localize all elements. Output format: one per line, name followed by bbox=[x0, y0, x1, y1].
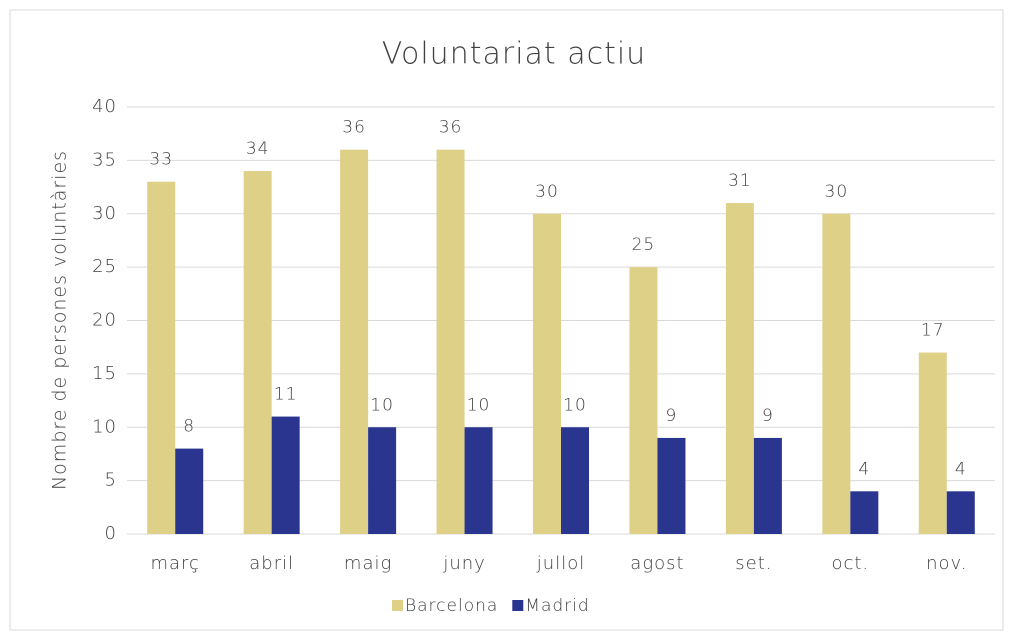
data-label: 10 bbox=[563, 395, 587, 415]
x-tick-label: set. bbox=[735, 553, 772, 574]
y-tick-label: 10 bbox=[92, 416, 117, 437]
bar bbox=[243, 171, 272, 535]
bar bbox=[918, 352, 947, 534]
x-tick-label: març bbox=[150, 553, 199, 574]
data-label: 30 bbox=[825, 182, 849, 202]
x-tick-label: maig bbox=[344, 553, 392, 574]
bar bbox=[561, 427, 589, 534]
data-label: 4 bbox=[858, 459, 870, 479]
x-tick-label: juny bbox=[442, 553, 485, 574]
x-tick-label: oct. bbox=[831, 553, 869, 574]
data-label: 8 bbox=[183, 417, 195, 437]
data-label: 9 bbox=[666, 406, 678, 426]
bar bbox=[822, 213, 851, 534]
bar bbox=[657, 437, 686, 534]
data-label: 9 bbox=[762, 406, 774, 426]
y-tick-label: 35 bbox=[92, 149, 117, 170]
bar bbox=[946, 491, 975, 534]
bar bbox=[850, 491, 879, 534]
data-label: 11 bbox=[274, 385, 298, 405]
bar bbox=[340, 149, 369, 534]
bar bbox=[464, 427, 493, 534]
bar bbox=[725, 203, 754, 534]
data-label: 30 bbox=[535, 182, 559, 202]
bar bbox=[753, 437, 782, 534]
data-label: 25 bbox=[632, 235, 656, 255]
bar bbox=[368, 427, 397, 534]
legend-label: Barcelona bbox=[405, 596, 498, 616]
bar bbox=[436, 149, 465, 534]
x-tick-label: agost bbox=[630, 553, 684, 574]
bar bbox=[175, 448, 204, 534]
legend-swatch bbox=[512, 600, 524, 611]
data-label: 36 bbox=[342, 118, 366, 138]
data-label: 31 bbox=[728, 171, 752, 191]
bar bbox=[271, 416, 300, 534]
y-tick-label: 0 bbox=[105, 523, 117, 544]
data-label: 10 bbox=[370, 395, 394, 415]
data-label: 17 bbox=[921, 321, 945, 341]
y-tick-label: 5 bbox=[105, 470, 117, 491]
chart-title: Voluntariat actiu bbox=[382, 37, 646, 72]
y-tick-label: 40 bbox=[92, 96, 117, 117]
data-label: 4 bbox=[955, 459, 967, 479]
data-label: 34 bbox=[246, 139, 270, 159]
x-tick-label: nov. bbox=[926, 553, 967, 574]
y-tick-label: 15 bbox=[92, 363, 117, 384]
bar bbox=[147, 181, 176, 534]
y-axis-label: Nombre de persones voluntàries bbox=[49, 150, 71, 490]
x-tick-label: abril bbox=[249, 553, 294, 574]
y-tick-label: 25 bbox=[92, 256, 117, 277]
data-label: 10 bbox=[467, 395, 491, 415]
legend-swatch bbox=[392, 600, 403, 611]
data-label: 36 bbox=[439, 118, 463, 138]
data-label: 33 bbox=[149, 150, 173, 170]
x-tick-label: jullol bbox=[536, 553, 585, 574]
y-tick-label: 20 bbox=[92, 310, 117, 331]
bar bbox=[629, 267, 658, 534]
bar bbox=[533, 213, 561, 534]
legend-label: Madrid bbox=[525, 596, 589, 616]
y-tick-label: 30 bbox=[92, 203, 117, 224]
